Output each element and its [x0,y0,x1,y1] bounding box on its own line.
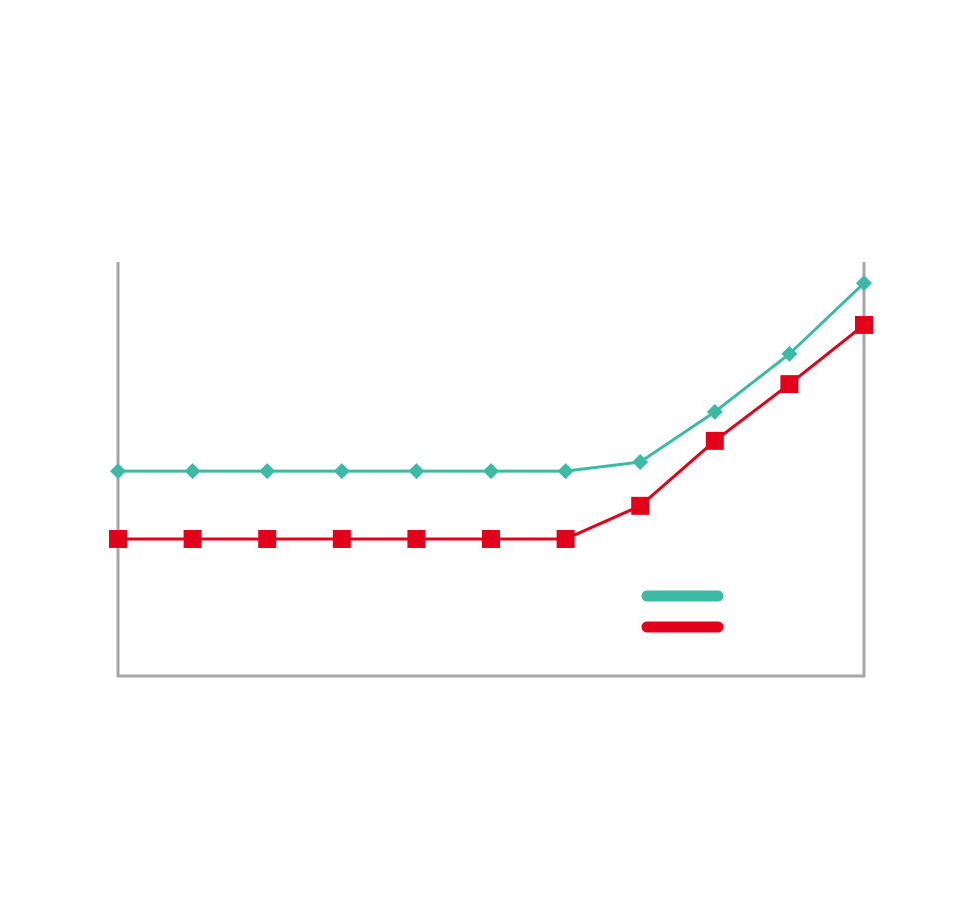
marker [483,463,499,480]
marker [557,463,574,480]
marker [184,463,201,480]
marker [259,463,276,480]
series-line [118,323,865,541]
marker [407,529,426,548]
marker [333,463,350,480]
marker [705,431,724,450]
marker [109,529,127,548]
marker [408,463,425,480]
marker [856,275,872,292]
marker [258,529,277,548]
marker [110,463,126,480]
series-line [118,282,866,473]
marker [632,453,649,470]
marker [855,315,873,334]
marker [780,375,799,394]
marker [706,403,723,420]
marker [556,529,575,548]
marker [332,529,351,548]
marker [631,496,650,515]
marker [781,345,798,362]
marker [183,529,202,548]
marker [482,529,500,548]
